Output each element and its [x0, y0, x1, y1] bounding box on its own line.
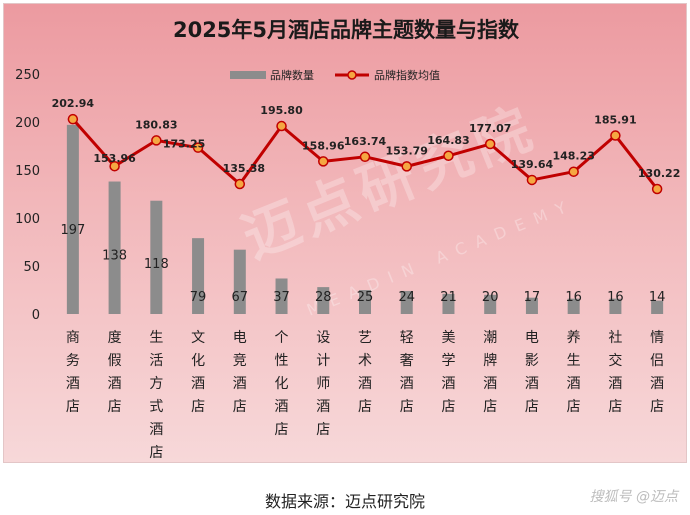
x-category-label: 电影酒店 — [525, 330, 539, 415]
bar — [150, 200, 163, 314]
line-series: 202.94 153.96 180.83 173.25 135.38 195.80 158.… — [52, 97, 680, 195]
line-point — [192, 142, 204, 153]
bar-value-label: 24 — [398, 290, 415, 305]
bar-value-label: 28 — [315, 290, 332, 305]
line-value-label: 130.22 — [638, 167, 680, 180]
y-tick-label: 100 — [15, 212, 40, 227]
line-point — [401, 161, 412, 172]
x-category-label: 社交酒店 — [608, 330, 622, 415]
line-point — [484, 138, 496, 150]
chart-svg: 0 50 100 150 200 250 197 138 118 79 67 37 28 25 24 21 2… — [15, 68, 680, 461]
bar — [108, 181, 121, 314]
x-category-label: 电竞酒店 — [233, 330, 247, 415]
x-category-label: 生活方式酒店 — [149, 330, 163, 461]
bar — [275, 278, 288, 314]
bar — [484, 294, 497, 314]
line-value-label: 135.38 — [223, 162, 265, 175]
y-tick-label: 150 — [15, 164, 40, 179]
x-category-label: 养生酒店 — [567, 330, 581, 415]
y-tick-label: 50 — [23, 260, 40, 275]
x-axis: 商务酒店 度假酒店 生活方式酒店 文化酒店 电竞酒店 个性化酒店 设计师酒店 艺术酒店 轻奢酒店… — [66, 330, 664, 461]
legend: 品牌数量 品牌指数均值 — [230, 68, 440, 82]
x-category-label: 潮牌酒店 — [483, 330, 497, 415]
bar-value-label: 197 — [60, 223, 85, 238]
x-category-label: 设计师酒店 — [316, 330, 330, 438]
bar — [525, 297, 538, 314]
line-value-label: 185.91 — [594, 114, 636, 127]
line-value-label: 148.23 — [552, 150, 594, 163]
line-value-label: 163.74 — [344, 135, 387, 148]
x-category-label: 个性化酒店 — [275, 330, 289, 438]
line-point — [151, 135, 162, 146]
bar — [317, 287, 330, 314]
bar-value-label: 16 — [607, 290, 624, 305]
bar-value-label: 17 — [524, 290, 541, 305]
y-tick-label: 200 — [15, 116, 40, 131]
line-point — [359, 151, 371, 163]
x-category-label: 美学酒店 — [441, 330, 455, 415]
line-point — [276, 120, 287, 132]
bar-value-label: 37 — [273, 290, 290, 305]
bar-value-label: 67 — [232, 290, 249, 305]
line-point — [568, 166, 579, 177]
bar-value-label: 16 — [565, 290, 582, 305]
bar — [233, 249, 246, 314]
legend-line-marker — [347, 70, 357, 80]
line-value-label: 202.94 — [52, 97, 95, 110]
bar-value-label: 118 — [144, 257, 169, 272]
line-point — [318, 156, 329, 167]
x-category-label: 轻奢酒店 — [400, 330, 414, 415]
line-point — [526, 174, 538, 186]
line-value-label: 173.25 — [163, 138, 205, 151]
x-category-label: 情侣酒店 — [650, 330, 664, 415]
bar — [442, 293, 455, 314]
bar — [192, 238, 205, 314]
y-axis: 0 50 100 150 200 250 — [15, 68, 40, 323]
bar — [400, 290, 413, 314]
y-tick-label: 250 — [15, 68, 40, 83]
bar-value-label: 14 — [649, 290, 666, 305]
bar-value-label: 79 — [190, 290, 207, 305]
line-value-label: 180.83 — [135, 118, 177, 131]
line-point — [67, 113, 79, 125]
bar — [567, 298, 580, 314]
chart-frame: 迈点研究院 MEADIN ACADEMY 0 50 100 150 200 250 197… — [3, 3, 687, 463]
line-value-label: 153.79 — [386, 144, 428, 157]
bar — [651, 300, 664, 314]
x-category-label: 文化酒店 — [191, 330, 205, 415]
line-point — [651, 183, 663, 195]
bar — [609, 298, 622, 314]
x-category-label: 艺术酒店 — [358, 330, 372, 415]
line-value-label: 153.96 — [93, 152, 136, 165]
bar — [359, 290, 371, 314]
bar-series: 197 138 118 79 67 37 28 25 24 21 20 17 16 16 14 — [60, 124, 666, 314]
legend-line-label: 品牌指数均值 — [374, 68, 440, 82]
legend-bar-swatch — [230, 71, 266, 79]
line-value-label: 139.64 — [511, 158, 554, 171]
x-category-label: 度假酒店 — [108, 330, 122, 415]
bar-value-label: 21 — [440, 290, 457, 305]
bar-value-label: 138 — [102, 248, 127, 263]
bar — [66, 124, 79, 314]
x-category-label: 商务酒店 — [66, 330, 80, 415]
line-point — [109, 160, 120, 172]
source-caption: 数据来源：迈点研究院 — [264, 492, 425, 511]
bar-value-label: 20 — [482, 290, 499, 305]
line-value-label: 195.80 — [260, 104, 303, 117]
line-point — [234, 178, 246, 190]
y-tick-label: 0 — [32, 308, 40, 323]
line-value-label: 177.07 — [469, 122, 511, 135]
platform-logo: 搜狐号 @迈点 — [589, 489, 678, 505]
chart-title: 2025年5月酒店品牌主题数量与指数 — [172, 18, 520, 42]
line-value-label: 158.96 — [302, 139, 345, 152]
line-point — [443, 150, 454, 162]
legend-bar-label: 品牌数量 — [270, 68, 314, 82]
bar-value-label: 25 — [357, 290, 374, 305]
line-point — [610, 130, 621, 141]
line-value-label: 164.83 — [427, 134, 469, 147]
